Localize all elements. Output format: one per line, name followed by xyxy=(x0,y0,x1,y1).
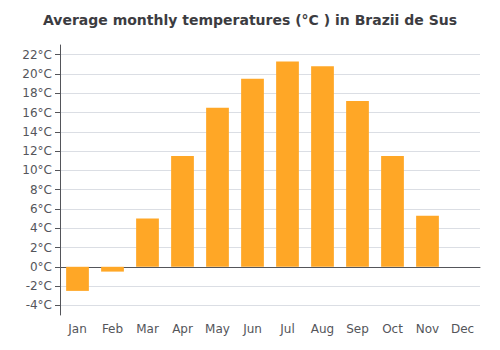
svg-text:8°C: 8°C xyxy=(30,183,52,197)
svg-text:Apr: Apr xyxy=(172,322,193,336)
svg-text:Mar: Mar xyxy=(136,322,159,336)
svg-text:12°C: 12°C xyxy=(22,144,52,158)
svg-text:Average monthly temperatures (: Average monthly temperatures (°C ) in Br… xyxy=(43,12,457,28)
svg-text:14°C: 14°C xyxy=(22,125,52,139)
svg-text:22°C: 22°C xyxy=(22,48,52,62)
svg-text:Dec: Dec xyxy=(451,322,474,336)
svg-text:-2°C: -2°C xyxy=(26,279,52,293)
svg-text:Sep: Sep xyxy=(346,322,369,336)
svg-text:6°C: 6°C xyxy=(30,202,52,216)
svg-text:-4°C: -4°C xyxy=(26,298,52,312)
svg-text:18°C: 18°C xyxy=(22,86,52,100)
svg-text:10°C: 10°C xyxy=(22,163,52,177)
svg-text:20°C: 20°C xyxy=(22,67,52,81)
svg-text:Oct: Oct xyxy=(382,322,403,336)
svg-text:4°C: 4°C xyxy=(30,221,52,235)
svg-text:Jan: Jan xyxy=(67,322,87,336)
svg-text:0°C: 0°C xyxy=(30,260,52,274)
svg-text:2°C: 2°C xyxy=(30,241,52,255)
svg-text:Aug: Aug xyxy=(311,322,334,336)
svg-text:Nov: Nov xyxy=(416,322,439,336)
svg-text:16°C: 16°C xyxy=(22,106,52,120)
svg-text:Feb: Feb xyxy=(102,322,123,336)
svg-text:May: May xyxy=(205,322,230,336)
svg-text:Jun: Jun xyxy=(242,322,262,336)
svg-text:Jul: Jul xyxy=(279,322,294,336)
